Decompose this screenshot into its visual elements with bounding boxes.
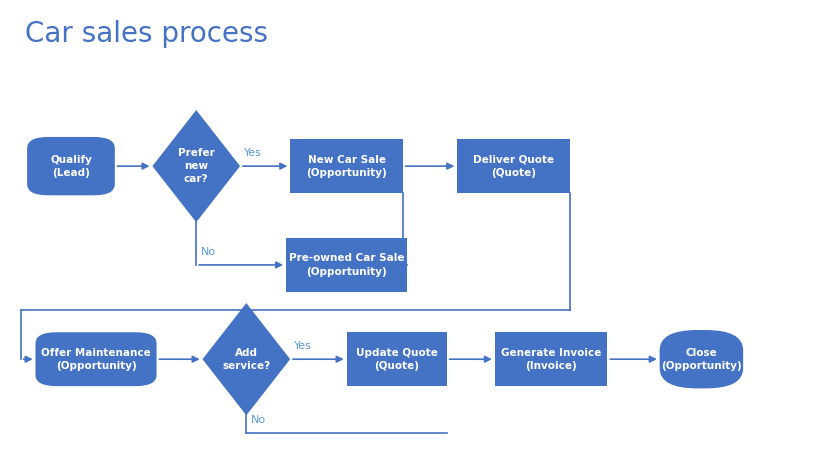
Text: New Car Sale
(Opportunity): New Car Sale (Opportunity) <box>306 154 387 178</box>
Text: Car sales process: Car sales process <box>25 20 268 48</box>
FancyBboxPatch shape <box>36 332 157 386</box>
FancyBboxPatch shape <box>291 139 402 193</box>
Text: Yes: Yes <box>294 341 312 351</box>
Text: Qualify
(Lead): Qualify (Lead) <box>50 154 92 178</box>
Text: No: No <box>250 415 266 425</box>
Polygon shape <box>202 303 291 415</box>
FancyBboxPatch shape <box>458 139 569 193</box>
Text: Yes: Yes <box>244 148 262 158</box>
FancyBboxPatch shape <box>286 238 407 292</box>
Text: Add
service?: Add service? <box>222 348 271 371</box>
Text: Pre-owned Car Sale
(Opportunity): Pre-owned Car Sale (Opportunity) <box>289 253 404 277</box>
FancyBboxPatch shape <box>494 332 607 386</box>
FancyBboxPatch shape <box>28 137 115 195</box>
Text: Generate Invoice
(Invoice): Generate Invoice (Invoice) <box>501 348 601 371</box>
FancyBboxPatch shape <box>347 332 447 386</box>
Text: Offer Maintenance
(Opportunity): Offer Maintenance (Opportunity) <box>41 348 151 371</box>
Text: Update Quote
(Quote): Update Quote (Quote) <box>356 348 438 371</box>
Text: Close
(Opportunity): Close (Opportunity) <box>661 348 741 371</box>
FancyBboxPatch shape <box>660 330 743 388</box>
Polygon shape <box>152 110 240 222</box>
Text: Deliver Quote
(Quote): Deliver Quote (Quote) <box>473 154 554 178</box>
Text: Prefer
new
car?: Prefer new car? <box>178 148 215 185</box>
Text: No: No <box>200 247 215 257</box>
